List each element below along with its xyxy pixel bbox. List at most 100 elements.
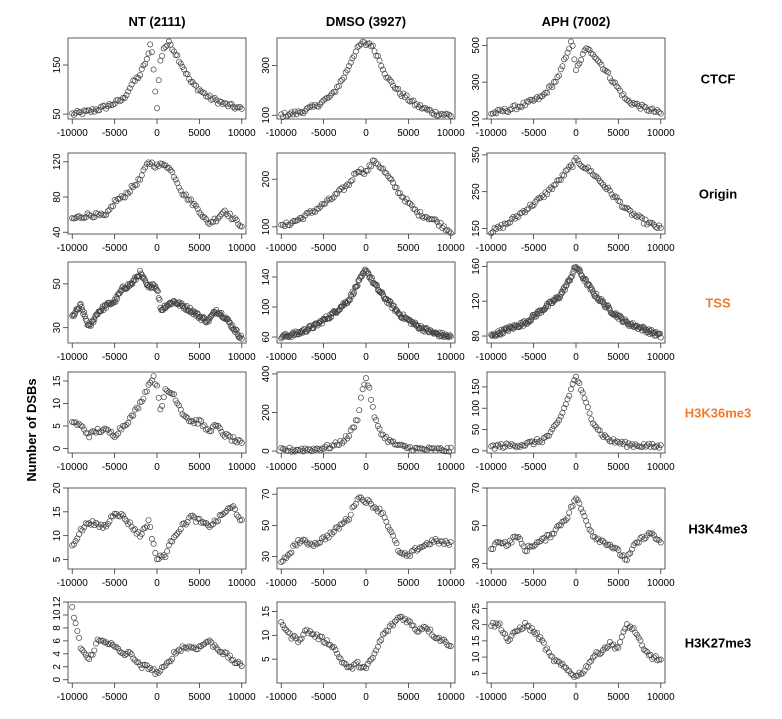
data-point <box>368 396 375 403</box>
data-point <box>645 440 652 447</box>
data-point <box>74 628 81 635</box>
data-point <box>159 160 166 167</box>
data-point <box>522 102 529 109</box>
data-point <box>446 332 453 339</box>
data-point <box>361 171 368 177</box>
y-tick-label: 40 <box>52 226 63 238</box>
x-tick-label: -10000 <box>266 462 298 473</box>
data-point <box>606 306 613 313</box>
data-point <box>557 413 564 420</box>
data-point <box>422 624 429 631</box>
data-point <box>613 194 620 201</box>
data-point <box>444 445 451 452</box>
data-point <box>579 51 586 57</box>
data-point <box>542 433 549 440</box>
data-point <box>651 532 657 539</box>
x-tick-label: 5000 <box>607 692 630 703</box>
data-point <box>559 63 566 70</box>
x-tick-label: -5000 <box>521 352 547 363</box>
data-point <box>612 310 619 317</box>
data-point <box>557 522 564 529</box>
data-point <box>539 439 546 446</box>
data-point <box>637 637 644 644</box>
y-tick-label: 5 <box>261 656 272 662</box>
x-tick-label: 10000 <box>228 578 256 589</box>
data-point <box>569 503 576 510</box>
data-point <box>215 518 221 525</box>
data-point <box>556 294 563 301</box>
data-point <box>618 92 625 99</box>
data-point <box>376 505 383 512</box>
data-point <box>172 176 179 183</box>
x-tick-label: -10000 <box>57 462 89 473</box>
data-point <box>233 511 240 518</box>
data-point <box>104 426 111 433</box>
data-point <box>237 103 244 110</box>
data-point <box>606 187 613 194</box>
x-tick-label: -5000 <box>311 578 337 589</box>
data-point <box>390 622 397 629</box>
data-point <box>596 178 603 184</box>
data-point <box>298 635 305 642</box>
data-point <box>228 437 235 444</box>
data-point <box>349 288 356 295</box>
data-point <box>354 43 361 50</box>
data-point <box>235 513 242 520</box>
data-point <box>98 521 105 528</box>
data-point <box>388 78 395 85</box>
data-point <box>642 104 649 111</box>
x-tick-label: -5000 <box>521 692 547 703</box>
data-point <box>307 540 314 547</box>
data-point <box>193 646 199 653</box>
data-points <box>69 373 245 446</box>
data-point <box>337 655 344 662</box>
data-point <box>288 220 295 227</box>
data-point <box>422 104 429 111</box>
data-point <box>223 211 230 217</box>
x-tick-label: 5000 <box>188 243 211 254</box>
data-point <box>588 528 595 535</box>
data-point <box>152 550 159 556</box>
data-point <box>573 67 579 74</box>
y-tick-label: 300 <box>261 57 272 74</box>
data-point <box>532 96 539 102</box>
data-point <box>642 647 649 654</box>
data-point <box>312 208 319 215</box>
data-point <box>109 101 116 108</box>
x-tick-label: 10000 <box>647 692 675 703</box>
data-point <box>215 422 221 429</box>
data-point <box>634 631 640 638</box>
data-point <box>488 546 495 552</box>
x-tick-label: -10000 <box>57 352 89 363</box>
panel-origin-dmso-3927: 100 200 -10000 -5000 0 5000 10000 <box>261 152 465 254</box>
row-label-h3k4me3: H3K4me3 <box>688 522 747 537</box>
x-tick-label: 10000 <box>647 462 675 473</box>
data-point <box>515 534 522 540</box>
data-point <box>407 618 414 625</box>
data-point <box>344 67 351 74</box>
y-tick-label: 5 <box>52 423 63 429</box>
data-point <box>225 505 232 512</box>
data-point <box>358 273 365 280</box>
data-point <box>359 169 366 176</box>
data-point <box>608 191 615 198</box>
data-point <box>588 416 595 423</box>
y-tick-label: 5 <box>471 670 482 676</box>
data-point <box>278 221 285 228</box>
data-point <box>213 218 220 225</box>
data-point <box>204 638 211 645</box>
data-point <box>622 438 629 445</box>
data-point <box>539 307 546 313</box>
data-point <box>554 523 561 530</box>
data-point <box>233 660 240 667</box>
data-point <box>593 55 600 62</box>
data-point <box>322 95 329 102</box>
data-point <box>403 552 410 559</box>
data-point <box>76 531 82 538</box>
x-tick-label: -10000 <box>266 692 298 703</box>
row-label-ctcf: CTCF <box>701 72 736 87</box>
data-point <box>140 395 147 402</box>
data-point <box>349 665 356 672</box>
data-point <box>191 200 198 207</box>
